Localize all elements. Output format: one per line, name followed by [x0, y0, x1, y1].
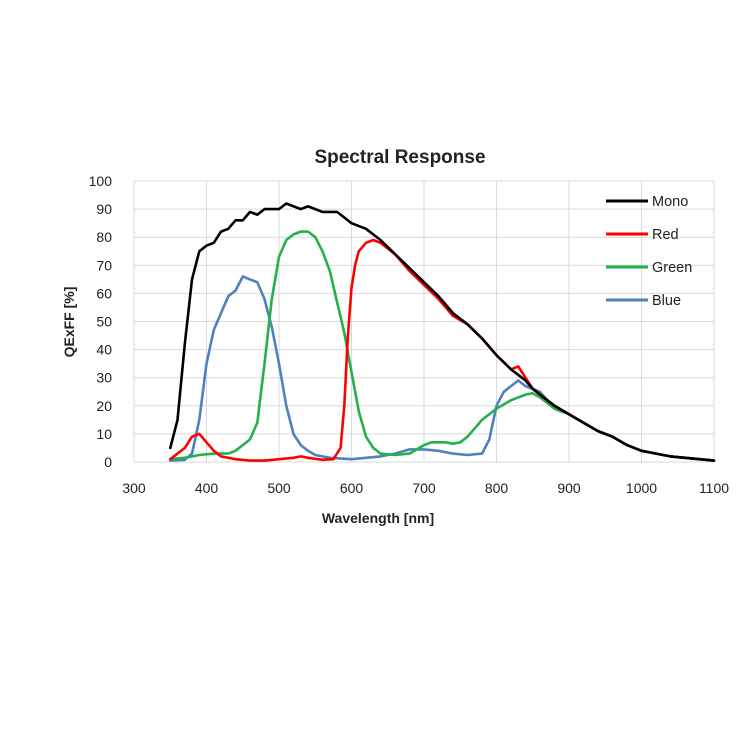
- series-line-red: [169, 238, 716, 462]
- x-axis-label: Wavelength [nm]: [322, 510, 434, 526]
- chart-title: Spectral Response: [314, 147, 485, 168]
- y-axis-label: QExFF [%]: [61, 287, 77, 358]
- y-tick-label: 0: [104, 454, 112, 470]
- legend-label-green: Green: [652, 260, 692, 276]
- y-tick-label: 40: [96, 342, 112, 358]
- series-line-mono: [169, 202, 716, 462]
- series-layer: [169, 202, 716, 462]
- x-tick-label: 800: [485, 480, 509, 496]
- x-tick-label: 1000: [626, 480, 657, 496]
- x-tick-label: 600: [340, 480, 364, 496]
- plot-area-border: [133, 180, 715, 463]
- tick-labels: 0 10 20 30 40 50 60 70 80 90 100 300 400 500 600 700 800…: [89, 173, 730, 496]
- x-tick-label: 400: [195, 480, 219, 496]
- grid-layer: [133, 180, 715, 463]
- y-tick-label: 50: [96, 314, 112, 330]
- x-tick-label: 300: [122, 480, 146, 496]
- y-tick-label: 30: [96, 370, 112, 386]
- y-tick-label: 20: [96, 398, 112, 414]
- x-tick-label: 1100: [699, 480, 729, 496]
- legend-label-red: Red: [652, 227, 679, 243]
- legend: Mono Red Green Blue: [606, 194, 692, 309]
- legend-label-blue: Blue: [652, 293, 681, 309]
- legend-label-mono: Mono: [652, 194, 688, 210]
- y-tick-label: 90: [96, 201, 112, 217]
- y-tick-label: 100: [89, 173, 113, 189]
- y-tick-label: 60: [96, 285, 112, 301]
- x-tick-label: 700: [412, 480, 436, 496]
- y-tick-label: 10: [96, 426, 112, 442]
- x-tick-label: 500: [267, 480, 291, 496]
- x-tick-label: 900: [557, 480, 581, 496]
- y-tick-label: 70: [96, 257, 112, 273]
- y-tick-label: 80: [96, 229, 112, 245]
